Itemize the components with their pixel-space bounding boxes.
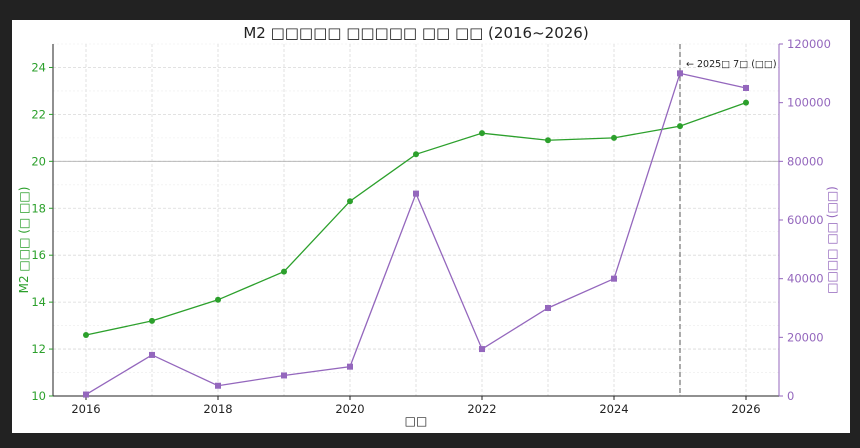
series-2-point (677, 70, 683, 77)
y-left-tick-label: 12 (31, 342, 46, 356)
chart-canvas: M2 □□□□□ □□□□□ □□ □□ (2016~2026) □□ M2 □… (12, 20, 850, 433)
y-left-tick-label: 14 (31, 295, 46, 309)
y-left-tick-label: 16 (31, 248, 46, 262)
x-tick-label: 2018 (203, 402, 232, 416)
series-2-point (215, 382, 221, 389)
series-1-point (677, 123, 683, 130)
y-left-tick-label: 18 (31, 201, 46, 215)
series-2-point (83, 391, 89, 398)
series-1-point (347, 198, 353, 205)
y-left-tick-label: 24 (31, 60, 46, 74)
chart-title: M2 □□□□□ □□□□□ □□ □□ (2016~2026) (243, 24, 588, 42)
chart-svg: M2 □□□□□ □□□□□ □□ □□ (2016~2026) □□ M2 □… (17, 24, 839, 428)
x-tick-label: 2020 (335, 402, 364, 416)
y-right-tick-label: 80000 (787, 154, 824, 168)
series-2-point (743, 85, 749, 91)
series-1-point (149, 317, 155, 324)
series-2-point (347, 363, 353, 370)
x-tick-label: 2026 (731, 402, 760, 416)
x-tick-label: 2022 (467, 402, 496, 416)
y-right-tick-label: 100000 (787, 96, 831, 110)
series-2-point (413, 190, 419, 197)
series-1-point (413, 151, 419, 158)
x-axis-label: □□ (405, 414, 428, 428)
y-right-tick-label: 0 (787, 389, 794, 403)
series-1-point (545, 137, 551, 144)
series-1-point (743, 99, 749, 106)
series-1-point (281, 268, 287, 275)
y-left-tick-label: 20 (31, 154, 46, 168)
plot-area: 2016 2018 2020 2022 2024 20261012141618202224… (31, 37, 831, 416)
series-1-point (479, 130, 485, 137)
series-2-point (479, 346, 485, 353)
y-right-tick-label: 60000 (787, 213, 824, 227)
series-1-point (215, 296, 221, 303)
series-1-point (611, 134, 617, 141)
series-2-point (149, 351, 155, 358)
series-2-point (611, 275, 617, 282)
y-left-tick-label: 22 (31, 107, 46, 121)
series-1-point (83, 331, 89, 338)
y-left-tick-label: 10 (31, 389, 46, 403)
y-axis-left-label: M2 □□□ (□ □□) (17, 187, 31, 294)
series-2-point (281, 372, 287, 379)
annotation-label: ← 2025□ 7□ (□□) (686, 59, 777, 70)
y-right-tick-label: 40000 (787, 272, 824, 286)
x-tick-label: 2024 (599, 402, 628, 416)
y-right-tick-label: 20000 (787, 330, 824, 344)
x-tick-label: 2016 (71, 402, 100, 416)
y-right-tick-label: 120000 (787, 37, 831, 51)
series-2-point (545, 305, 551, 311)
y-axis-right-label: □□□□ □□ (□□) (825, 186, 839, 294)
